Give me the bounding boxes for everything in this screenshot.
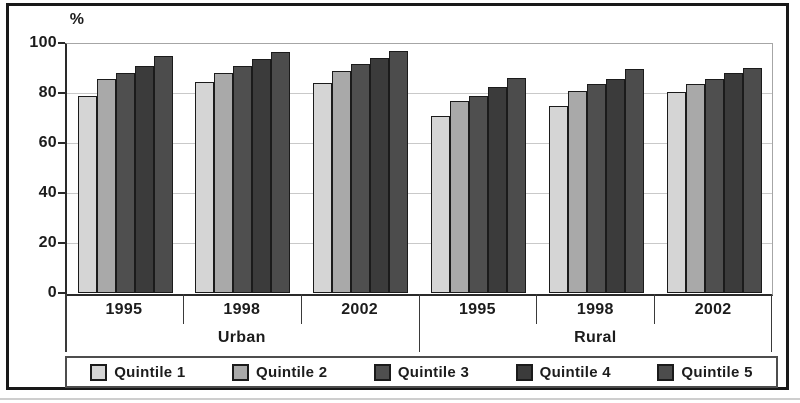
y-tick-0: [58, 292, 65, 294]
x-axis-year-label-4: 1998: [576, 301, 614, 318]
bar-urban-1998-quintile-2: [214, 73, 234, 293]
bar-rural-1995-quintile-4: [488, 86, 507, 294]
x-axis-year-label-2: 2002: [341, 301, 378, 318]
plot-area: [65, 43, 773, 296]
bar-rural-2002-quintile-3: [704, 79, 724, 294]
legend: Quintile 1 Quintile 2 Quintile 3 Quintile 4…: [65, 356, 778, 388]
bar-rural-1998-quintile-2: [567, 90, 587, 293]
bar-urban-1995-quintile-4: [134, 65, 154, 293]
y-tick-80: [58, 92, 65, 94]
bar-rural-1995-quintile-2: [450, 100, 469, 293]
bar-urban-1995-quintile-5: [153, 55, 173, 293]
bar-urban-2002-quintile-4: [370, 58, 390, 293]
y-axis-unit-label: %: [69, 11, 85, 28]
bar-urban-1998-quintile-4: [252, 59, 272, 294]
legend-label: Quintile 4: [539, 363, 611, 381]
gridline-60: [67, 143, 772, 144]
bar-rural-1995-quintile-3: [469, 95, 488, 293]
bar-urban-2002-quintile-2: [332, 70, 352, 293]
legend-swatch-icon: [90, 363, 108, 381]
legend-swatch-icon: [657, 363, 675, 381]
legend-label: Quintile 2: [256, 363, 328, 381]
x-tick-year-5: [654, 294, 656, 324]
y-axis-label-0: 0: [47, 284, 57, 301]
gridline-20: [67, 243, 772, 244]
x-tick-year-2: [300, 294, 302, 324]
y-axis-label-80: 80: [38, 84, 57, 101]
bar-rural-1995-quintile-1: [431, 115, 450, 293]
legend-item-quintile-1: Quintile 1: [90, 363, 186, 381]
gridline-80: [67, 93, 772, 94]
legend-label: Quintile 3: [397, 363, 470, 381]
x-axis-region-label-rural: Rural: [574, 329, 617, 346]
y-axis-label-20: 20: [38, 234, 57, 251]
bar-rural-2002-quintile-1: [666, 91, 686, 294]
x-axis-year-label-5: 2002: [694, 301, 732, 318]
bar-urban-1998-quintile-3: [233, 65, 253, 293]
bar-urban-1995-quintile-2: [96, 79, 116, 294]
legend-swatch-icon: [373, 363, 391, 381]
x-tick-region-0: [65, 294, 67, 352]
bar-urban-1998-quintile-1: [195, 81, 215, 294]
bar-rural-2002-quintile-4: [723, 73, 743, 293]
bar-urban-1995-quintile-3: [115, 73, 135, 293]
bar-rural-1998-quintile-3: [586, 84, 606, 294]
y-tick-40: [58, 192, 65, 194]
x-tick-year-1: [182, 294, 184, 324]
bar-urban-2002-quintile-1: [313, 83, 333, 293]
bar-rural-2002-quintile-2: [685, 84, 705, 294]
bar-urban-2002-quintile-3: [351, 64, 371, 294]
x-axis-year-label-0: 1995: [105, 301, 143, 318]
y-tick-60: [58, 142, 65, 144]
bar-rural-2002-quintile-5: [742, 68, 762, 293]
y-axis-label-100: 100: [29, 34, 57, 51]
scan-artifact-line: [0, 398, 800, 400]
legend-item-quintile-4: Quintile 4: [515, 363, 611, 381]
x-tick-region-6: [771, 294, 772, 352]
legend-swatch-icon: [232, 363, 250, 381]
gridline-40: [67, 193, 772, 194]
y-axis-label-40: 40: [38, 184, 57, 201]
bar-urban-2002-quintile-5: [389, 50, 409, 293]
legend-swatch-icon: [515, 363, 533, 381]
bar-rural-1998-quintile-4: [605, 79, 625, 294]
legend-label: Quintile 5: [681, 363, 753, 381]
legend-item-quintile-5: Quintile 5: [657, 363, 753, 381]
y-tick-100: [58, 42, 65, 44]
y-tick-20: [58, 242, 65, 244]
legend-item-quintile-3: Quintile 3: [373, 363, 470, 381]
bar-rural-1998-quintile-5: [624, 69, 644, 294]
bar-rural-1998-quintile-1: [548, 105, 568, 293]
x-axis-year-label-1: 1998: [223, 301, 261, 318]
bar-urban-1998-quintile-5: [271, 51, 291, 294]
bar-urban-1995-quintile-1: [77, 95, 97, 293]
x-axis-region-label-urban: Urban: [217, 329, 266, 346]
bar-rural-1995-quintile-5: [507, 78, 526, 293]
x-axis-year-label-3: 1995: [458, 301, 496, 318]
y-axis-label-60: 60: [38, 134, 57, 151]
x-tick-year-4: [536, 294, 538, 324]
legend-label: Quintile 1: [114, 363, 186, 381]
legend-item-quintile-2: Quintile 2: [232, 363, 328, 381]
x-tick-region-3: [418, 294, 420, 352]
